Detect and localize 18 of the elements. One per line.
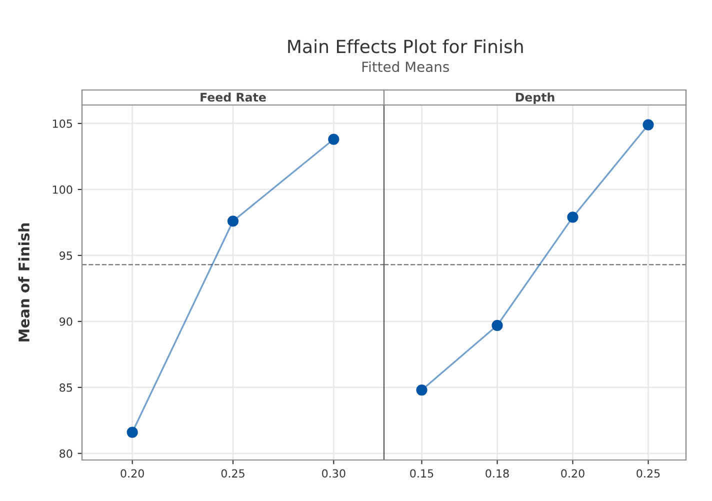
x-tick-label: 0.25 xyxy=(221,469,244,478)
y-tick-label: 90 xyxy=(60,317,72,326)
x-tick-label: 0.20 xyxy=(120,469,144,478)
y-tick-label: 80 xyxy=(60,449,72,458)
x-tick-label: 0.20 xyxy=(561,469,584,478)
y-tick-label: 100 xyxy=(52,185,72,194)
x-tick-label: 0.18 xyxy=(486,469,509,478)
y-axis-title: Mean of Finish xyxy=(18,223,30,342)
chart-subtitle: Fitted Means xyxy=(362,61,449,72)
x-tick-label: 0.15 xyxy=(410,469,434,478)
x-tick-label: 0.25 xyxy=(636,469,660,478)
y-tick-label: 105 xyxy=(52,119,72,128)
y-tick-label: 95 xyxy=(60,251,72,260)
y-tick-label: 85 xyxy=(60,383,72,392)
x-tick-label: 0.30 xyxy=(322,469,346,478)
x-axis-title: Feed Rate xyxy=(200,92,266,102)
x-axis-title: Depth xyxy=(516,92,554,104)
chart-title: Main Effects Plot for Finish xyxy=(288,39,523,54)
